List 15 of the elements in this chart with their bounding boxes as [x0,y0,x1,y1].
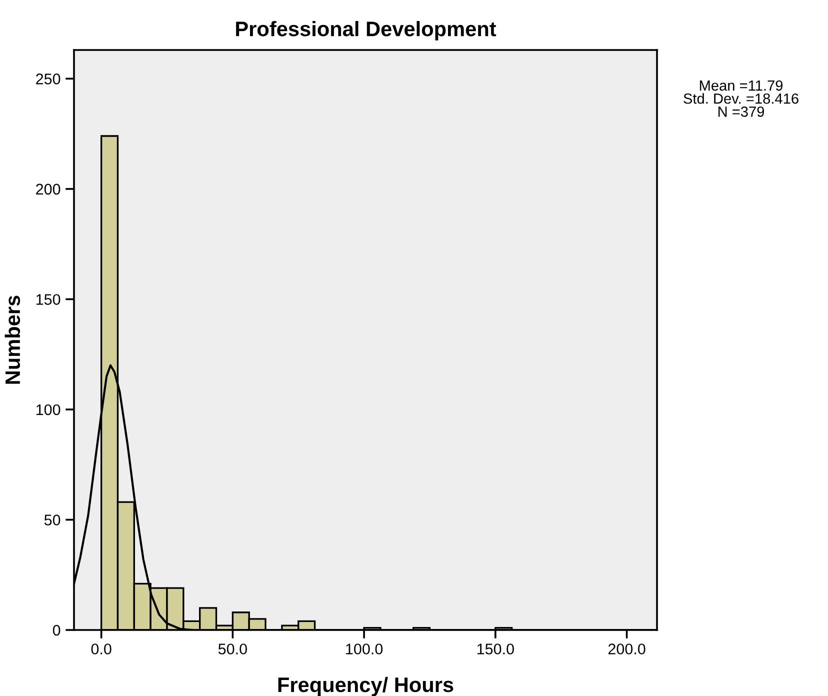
text: Mean =11.79 Std. Dev. =18.416 N =379 [684,80,798,117]
y-tick-label: 0 [52,624,60,636]
x-tick-label: 200.0 [608,644,646,654]
y-axis-title: Numbers [4,296,20,384]
y-tick-label: 250 [36,74,60,84]
x-tick-label: 0.0 [91,644,112,654]
y-tick-label: 100 [36,404,60,416]
y-tick-label: 150 [36,294,60,305]
x-tick-label: 50.0 [218,644,247,654]
chart-title: Professional Development [236,21,496,40]
y-tick-label: 200 [36,184,60,195]
x-tick-label: 100.0 [346,644,383,654]
x-axis-title: Frequency/ Hours [278,676,454,696]
x-tick-label: 150.0 [477,644,514,654]
y-tick-label: 50 [44,514,60,526]
